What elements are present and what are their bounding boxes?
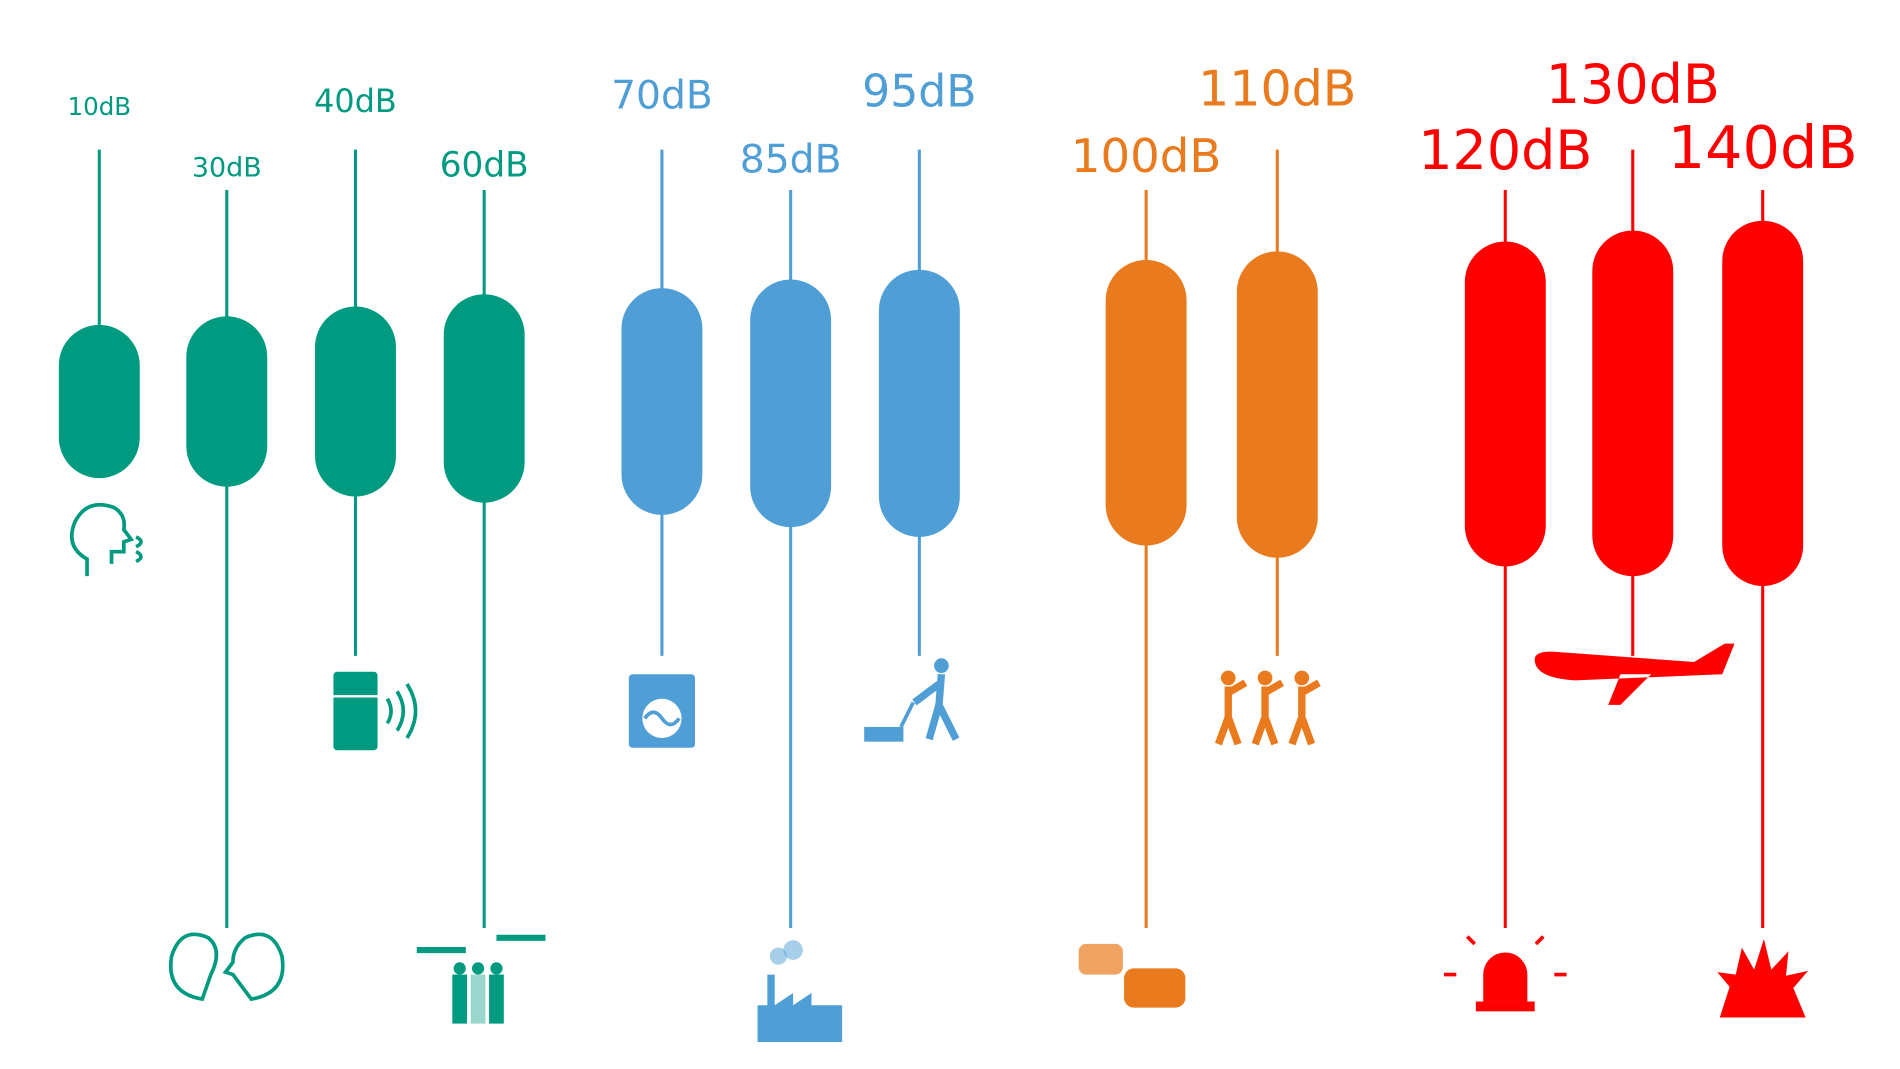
- db-label: 95dB: [862, 66, 976, 117]
- level-pill: [315, 306, 396, 497]
- icon-breath: [70, 502, 143, 577]
- level-pill: [58, 324, 140, 479]
- icon-part: [1294, 670, 1310, 686]
- icon-band: [1214, 670, 1321, 746]
- db-label: 100dB: [1071, 129, 1221, 183]
- icon-siren: [1444, 935, 1567, 1012]
- icon-part: [490, 962, 503, 975]
- icon-talk: [168, 932, 285, 1002]
- icon-part: [757, 974, 843, 1042]
- level-pill: [1105, 259, 1187, 546]
- db-label: 70dB: [611, 74, 713, 119]
- db-label: 10dB: [68, 92, 132, 121]
- icon-plane: [1534, 643, 1735, 705]
- icon-washer: [628, 674, 696, 748]
- db-label: 120dB: [1418, 119, 1592, 182]
- icon-part: [1220, 670, 1236, 686]
- icon-part: [1078, 943, 1123, 975]
- level-pill: [750, 279, 832, 528]
- icon-part: [1475, 1001, 1535, 1012]
- icon-part: [471, 962, 485, 975]
- icon-part: [899, 701, 915, 728]
- icon-part: [864, 726, 904, 742]
- icon-part: [135, 535, 143, 564]
- icon-part: [1214, 679, 1248, 746]
- icon-part: [168, 932, 219, 1002]
- db-label: 85dB: [740, 137, 842, 182]
- icon-part: [1534, 643, 1735, 705]
- level-pill: [621, 288, 703, 515]
- icon-part: [1124, 968, 1186, 1008]
- icon-part: [1483, 952, 1528, 1002]
- level-pill: [443, 294, 525, 503]
- level-pill: [186, 316, 268, 487]
- icon-cars: [1078, 943, 1186, 1008]
- icon-part: [912, 673, 960, 741]
- icon-fridge: [333, 671, 418, 751]
- icon-part: [385, 683, 418, 739]
- level-pill: [1236, 251, 1318, 558]
- icon-mower: [864, 658, 960, 742]
- icon-part: [222, 932, 285, 1002]
- level-pill: [878, 269, 960, 537]
- db-label: 30dB: [192, 153, 262, 184]
- db-label: 140dB: [1668, 113, 1858, 182]
- icon-part: [1251, 679, 1285, 746]
- db-label: 110dB: [1198, 59, 1356, 117]
- icon-part: [783, 940, 803, 960]
- icon-part: [643, 710, 681, 727]
- db-label: 40dB: [314, 82, 397, 120]
- icon-part: [470, 974, 486, 1024]
- icon-part: [1257, 670, 1273, 686]
- icon-part: [769, 947, 787, 965]
- icon-part: [416, 934, 546, 954]
- icon-part: [333, 671, 378, 751]
- level-pill: [1464, 241, 1546, 567]
- icon-part: [489, 974, 504, 1024]
- db-label: 60dB: [440, 145, 529, 185]
- icon-part: [934, 658, 949, 674]
- level-pill: [1592, 230, 1674, 577]
- db-label: 130dB: [1546, 53, 1720, 116]
- icon-crowd: [416, 934, 546, 1024]
- level-pill: [1722, 220, 1804, 586]
- icon-blast: [1717, 939, 1809, 1018]
- icon-part: [453, 962, 466, 975]
- icon-part: [1444, 935, 1567, 977]
- icon-part: [70, 502, 135, 577]
- icon-factory: [757, 940, 843, 1042]
- icon-part: [1717, 939, 1809, 1018]
- icon-part: [1288, 679, 1321, 746]
- icon-part: [452, 974, 468, 1024]
